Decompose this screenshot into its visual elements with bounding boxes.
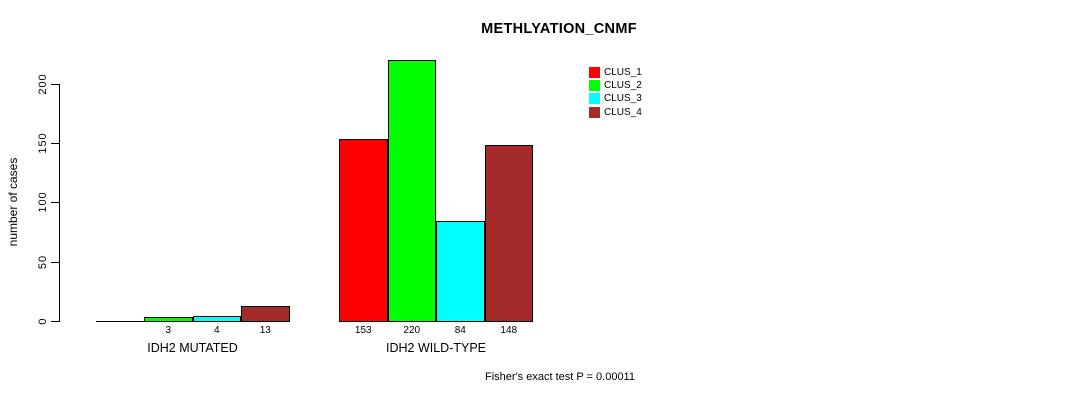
y-tick-mark xyxy=(51,202,59,204)
bar-value-label: 220 xyxy=(403,325,421,336)
bar xyxy=(339,139,388,322)
y-tick-mark xyxy=(51,143,59,145)
bar xyxy=(192,316,241,322)
x-axis-group-label: IDH2 WILD-TYPE xyxy=(385,341,487,355)
legend-swatch-clus_4 xyxy=(589,106,600,118)
legend-label: CLUS_3 xyxy=(604,93,642,105)
y-tick-label: 150 xyxy=(37,132,49,154)
y-tick-label: 200 xyxy=(37,73,49,95)
bar-value-label: 13 xyxy=(259,325,271,336)
bar xyxy=(484,145,533,322)
bar-value-label: 148 xyxy=(500,325,518,336)
legend-item: CLUS_4 xyxy=(589,106,642,118)
legend-label: CLUS_2 xyxy=(604,79,642,91)
y-tick-label: 50 xyxy=(37,254,49,269)
footer-note: Fisher's exact test P = 0.00011 xyxy=(485,371,635,383)
legend-swatch-clus_2 xyxy=(589,79,600,91)
bar xyxy=(241,305,290,322)
legend-swatch-clus_3 xyxy=(589,93,600,105)
legend-item: CLUS_2 xyxy=(589,79,642,91)
legend-label: CLUS_1 xyxy=(604,66,642,78)
x-axis-group-label: IDH2 MUTATED xyxy=(147,341,238,355)
bar xyxy=(95,321,144,322)
y-tick-label: 100 xyxy=(37,191,49,214)
y-tick-mark xyxy=(51,321,59,322)
bar xyxy=(436,221,485,322)
y-axis-line xyxy=(59,84,60,322)
chart-title: METHLYATION_CNMF xyxy=(481,21,637,37)
legend-label: CLUS_4 xyxy=(604,106,642,118)
y-axis-label: number of cases xyxy=(6,157,20,247)
y-tick-mark xyxy=(51,83,59,85)
bar-value-label: 84 xyxy=(454,325,466,336)
bar-value-label: 4 xyxy=(213,325,220,336)
bar-value-label: 153 xyxy=(354,325,372,336)
legend-swatch-clus_1 xyxy=(589,66,600,78)
bar-value-label: 3 xyxy=(165,325,172,336)
y-tick-label: 0 xyxy=(37,317,49,325)
bar xyxy=(387,60,436,322)
legend-item: CLUS_1 xyxy=(589,66,642,78)
y-tick-mark xyxy=(51,261,59,263)
bar xyxy=(144,317,193,322)
legend-item: CLUS_3 xyxy=(589,93,642,105)
